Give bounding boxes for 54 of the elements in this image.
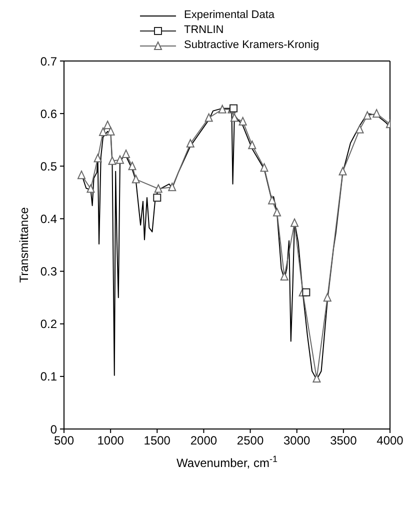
point xyxy=(230,104,238,112)
point xyxy=(323,293,332,302)
point xyxy=(290,218,299,227)
point xyxy=(363,111,372,120)
point xyxy=(153,194,162,202)
point xyxy=(128,162,136,170)
x-tick-label: 2000 xyxy=(190,434,218,448)
point xyxy=(248,140,256,150)
point xyxy=(218,104,226,114)
point xyxy=(260,163,268,172)
legend-label: Subtractive Kramers-Kronig xyxy=(184,38,320,53)
point xyxy=(78,170,86,180)
x-tick-label: 3000 xyxy=(284,434,311,448)
y-tick-label: 0.2 xyxy=(40,317,58,332)
x-tick-label: 1500 xyxy=(144,434,171,448)
y-tick-label: 0.4 xyxy=(40,212,58,226)
x-tick-label: 1000 xyxy=(97,434,124,448)
point xyxy=(86,184,95,193)
point xyxy=(132,174,140,184)
legend-label: Experimental Data xyxy=(184,8,274,23)
point xyxy=(204,113,213,122)
point xyxy=(280,272,288,281)
point xyxy=(230,113,238,122)
point xyxy=(122,150,130,158)
y-tick-label: 0 xyxy=(50,422,58,436)
x-axis-title: Wavenumber, cm$^{-1}$ xyxy=(176,454,278,470)
point xyxy=(94,154,102,162)
x-tick-label: 4000 xyxy=(376,434,404,448)
point xyxy=(168,182,176,192)
point xyxy=(372,109,381,118)
point xyxy=(273,208,282,216)
point xyxy=(186,139,194,148)
point xyxy=(312,374,321,383)
x-tick-label: 3500 xyxy=(330,434,358,448)
x-tick-label: 500 xyxy=(54,434,74,448)
point xyxy=(116,155,124,164)
point xyxy=(154,184,162,193)
point xyxy=(99,127,108,136)
y-tick-label: 0.3 xyxy=(40,264,58,279)
y-tick-label: 0.1 xyxy=(40,370,58,384)
point xyxy=(106,126,115,136)
y-tick-label: 0.5 xyxy=(40,159,58,174)
point xyxy=(268,196,276,204)
point xyxy=(356,124,364,134)
y-axis-title: Transmittance xyxy=(17,206,31,283)
y-tick-label: 0.6 xyxy=(40,106,58,121)
point xyxy=(302,288,310,296)
point xyxy=(108,156,116,165)
x-tick-label: 2500 xyxy=(236,434,264,448)
point xyxy=(338,166,347,176)
point xyxy=(104,120,112,130)
y-tick-label: 0.7 xyxy=(40,54,58,68)
legend-label: TRNLIN xyxy=(184,23,224,38)
point xyxy=(238,116,247,126)
